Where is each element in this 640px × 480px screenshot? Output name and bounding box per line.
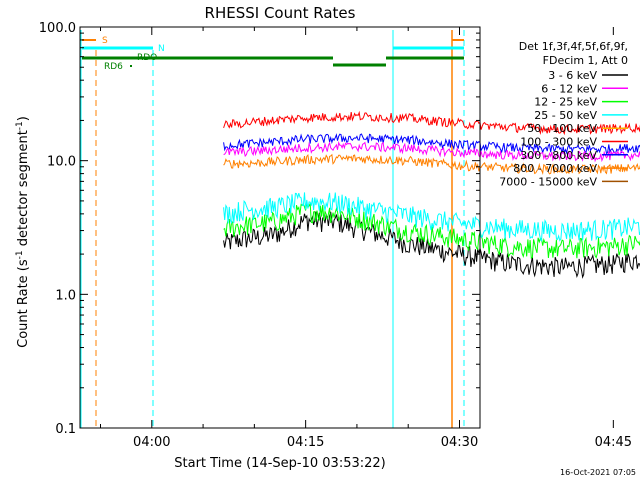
- series-line: [223, 203, 640, 259]
- legend-label: 50 - 100 keV: [527, 122, 597, 135]
- series-line: [223, 192, 640, 242]
- legend-label: 3 - 6 keV: [548, 69, 597, 82]
- flag-label: N: [158, 44, 165, 54]
- flag-label: RD6: [104, 62, 123, 72]
- axes-layer: 0.11.010.0100.004:0004:1504:3004:4505:00…: [39, 21, 632, 450]
- y-tick-label: 0.1: [55, 422, 76, 437]
- plot-frame: [79, 26, 481, 429]
- legend-header-2: FDecim 1, Att 0: [543, 54, 628, 67]
- y-axis-label-mid: detector segment: [16, 130, 31, 250]
- x-tick-label: 04:15: [287, 435, 324, 450]
- y-tick-label: 1.0: [55, 288, 76, 303]
- legend-label: 7000 - 15000 keV: [499, 175, 597, 188]
- y-axis-label-main: Count Rate (s: [16, 259, 31, 348]
- series-line: [223, 133, 640, 155]
- x-tick-label: 04:00: [133, 435, 170, 450]
- y-axis-label: Count Rate (s-1 detector segment-1): [15, 116, 31, 348]
- plot-area: [80, 27, 480, 428]
- legend-header-1: Det 1f,3f,4f,5f,6f,9f,: [519, 40, 628, 53]
- x-tick-label: 04:30: [441, 435, 478, 450]
- legend-label: 25 - 50 keV: [534, 109, 597, 122]
- legend-label: 800 - 7000 keV: [513, 162, 597, 175]
- series-line: [223, 153, 640, 176]
- y-tick-label: 100.0: [39, 21, 76, 36]
- plot-background: [80, 27, 480, 428]
- chart-title: RHESSI Count Rates: [205, 4, 356, 22]
- timestamp: 16-Oct-2021 07:05: [560, 468, 636, 477]
- y-tick-label: 10.0: [47, 155, 76, 170]
- y-axis-label-sup1: -1: [15, 250, 25, 259]
- y-axis-label-end: ): [16, 116, 31, 121]
- y-axis-label-sup2: -1: [15, 121, 25, 130]
- series-layer: [223, 110, 640, 279]
- x-axis-label: Start Time (14-Sep-10 03:53:22): [174, 456, 385, 471]
- legend-label: 12 - 25 keV: [534, 96, 597, 109]
- legend-label: 300 - 800 keV: [520, 149, 597, 162]
- x-tick-label: 04:45: [595, 435, 632, 450]
- series-line: [223, 211, 640, 279]
- series-line: [223, 110, 640, 136]
- legend-label: 6 - 12 keV: [541, 82, 597, 95]
- series-line: [223, 140, 640, 163]
- flag-label: RDO: [137, 53, 157, 63]
- flag-marker-rd6: [130, 65, 132, 67]
- flag-label: S: [102, 36, 108, 46]
- legend-label: 100 - 300 keV: [520, 136, 597, 149]
